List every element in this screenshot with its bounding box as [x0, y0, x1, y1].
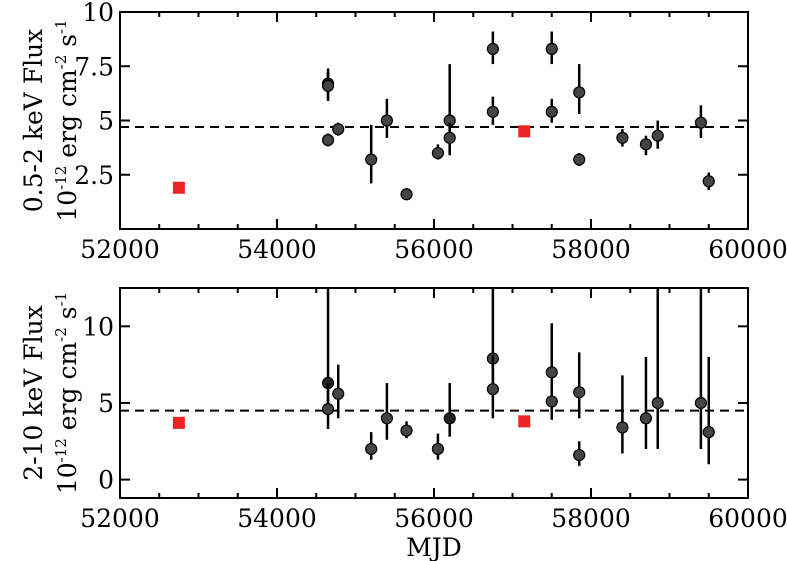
soft-band-x-tick-label: 54000: [237, 235, 317, 264]
hard-band-panel: 52000 54000 56000 58000 60000 0 5 10 2-10 keV F…: [19, 287, 787, 561]
hard-band-data-point: [486, 383, 499, 396]
hard-band-data-point: [380, 412, 393, 425]
soft-band-data-point: [380, 114, 393, 127]
soft-band-data-point: [400, 188, 413, 201]
soft-band-x-tick-label: 60000: [708, 235, 787, 264]
hard-band-data-point: [694, 396, 708, 410]
soft-band-data-point: [545, 42, 558, 55]
soft-band-data-point: [694, 116, 708, 129]
hard-band-square-point: [172, 416, 185, 429]
soft-band-data-point: [365, 153, 378, 166]
hard-band-data-point: [573, 386, 586, 399]
soft-band-square-point: [518, 125, 531, 138]
soft-band-y-tick-label: 2.5: [74, 161, 114, 190]
hard-band-x-tick-label: 52000: [80, 504, 160, 533]
soft-band-data-point: [651, 129, 664, 142]
hard-band-data-point: [332, 387, 345, 400]
hard-band-y-axis-title-line2: 10-12 erg cm-2 s-1: [52, 292, 82, 494]
hard-band-data-point: [321, 402, 335, 416]
soft-band-square-point: [172, 181, 185, 194]
soft-band-y-axis-title-line2: 10-12 erg cm-2 s-1: [52, 19, 82, 221]
soft-band-y-tick-label: 7.5: [74, 52, 114, 81]
soft-band-data-point: [639, 138, 653, 151]
hard-band-y-tick-label: 10: [82, 312, 114, 341]
hard-band-x-tick-label: 60000: [708, 504, 787, 533]
x-axis-title: MJD: [406, 533, 462, 561]
soft-band-data-point: [431, 146, 445, 160]
soft-band-y-tick-label: 5: [98, 107, 114, 136]
soft-band-x-tick-label: 58000: [551, 235, 631, 264]
hard-band-data-point: [400, 424, 413, 437]
soft-band-data-point: [573, 86, 586, 99]
soft-band-data-point: [321, 79, 335, 92]
hard-band-plot-frame: [119, 287, 749, 499]
hard-band-data-point: [702, 425, 715, 439]
hard-band-data-point: [365, 442, 378, 456]
soft-band-panel: 52000 54000 56000 58000 60000 2.5 5 7.5 10 0.5-2…: [19, 0, 787, 264]
soft-band-data-point: [321, 133, 335, 147]
soft-band-y-axis-title-line1: 0.5-2 keV Flux: [19, 29, 48, 213]
hard-band-y-tick-label: 0: [98, 466, 114, 495]
soft-band-data-point: [443, 131, 456, 144]
hard-band-data-point: [431, 442, 445, 456]
soft-band-data-point: [486, 105, 499, 118]
hard-band-data-point: [573, 448, 586, 462]
soft-band-data-point: [702, 175, 715, 188]
soft-band-data-point: [616, 131, 629, 144]
hard-band-data-point: [545, 395, 558, 408]
hard-band-data-point: [639, 412, 653, 425]
soft-band-data-point: [573, 153, 586, 166]
soft-band-data-point: [545, 105, 558, 118]
hard-band-data-point: [545, 366, 558, 379]
hard-band-x-tick-label: 58000: [551, 504, 631, 533]
soft-band-x-tick-label: 52000: [80, 235, 160, 264]
hard-band-data-point: [651, 396, 664, 410]
soft-band-data-point: [486, 42, 499, 55]
hard-band-y-tick-label: 5: [98, 389, 114, 418]
soft-band-x-tick-label: 56000: [394, 235, 474, 264]
soft-band-y-tick-label: 10: [82, 0, 114, 27]
hard-band-x-tick-label: 56000: [394, 504, 474, 533]
hard-band-data-point: [443, 412, 456, 425]
hard-band-x-tick-label: 54000: [237, 504, 317, 533]
soft-band-plot-frame: [119, 11, 749, 230]
hard-band-y-axis-title-line1: 2-10 keV Flux: [19, 305, 48, 481]
hard-band-square-point: [518, 415, 531, 428]
hard-band-data-point: [616, 421, 629, 434]
soft-band-data-point: [332, 123, 345, 136]
